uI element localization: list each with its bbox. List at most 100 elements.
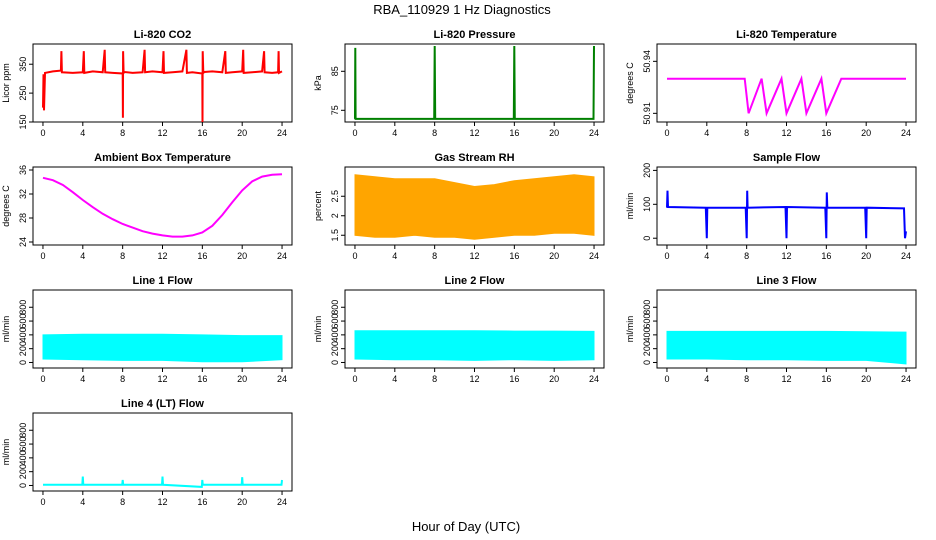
panel-10: Line 4 (LT) Flow ml/min 0 4 8 12 16 20 24 0 200400… [1, 398, 293, 507]
y-tick-label: 100 [642, 197, 652, 212]
x-tick-label: 12 [781, 251, 791, 261]
y-tick-label: 400 [18, 327, 28, 342]
series-line-1 [354, 45, 595, 120]
series-band [42, 333, 283, 363]
x-tick-label: 16 [509, 251, 519, 261]
x-tick-label: 20 [861, 374, 871, 384]
x-tick-label: 8 [432, 251, 437, 261]
x-tick-label: 24 [901, 251, 911, 261]
x-tick-label: 8 [744, 251, 749, 261]
y-tick-label: 75 [330, 105, 340, 115]
y-tick-label: 200 [330, 341, 340, 356]
y-axis-label: Licor ppm [1, 63, 11, 103]
x-tick-label: 0 [664, 374, 669, 384]
panel-title: Line 2 Flow [445, 275, 505, 287]
y-tick-label: 50.91 [642, 102, 652, 125]
x-tick-label: 0 [664, 251, 669, 261]
x-tick-label: 16 [509, 374, 519, 384]
x-tick-label: 24 [589, 128, 599, 138]
y-tick-label: 24 [18, 237, 28, 247]
x-tick-label: 4 [80, 128, 85, 138]
x-tick-label: 16 [821, 251, 831, 261]
y-tick-label: 400 [18, 450, 28, 465]
panel-1: Li-820 CO2 Licor ppm 0 4 8 12 16 20 24 150 250 350 [1, 29, 293, 138]
y-tick-label: 0 [642, 236, 652, 241]
y-tick-label: 800 [18, 423, 28, 438]
x-tick-label: 0 [40, 374, 45, 384]
y-axis-label: ml/min [313, 316, 323, 343]
panel-3: Li-820 Temperature degrees C 0 4 8 12 16 20 24 50… [625, 29, 917, 138]
x-tick-label: 24 [277, 128, 287, 138]
y-tick-label: 200 [642, 163, 652, 178]
x-tick-label: 8 [744, 128, 749, 138]
x-tick-label: 12 [781, 128, 791, 138]
x-tick-label: 24 [277, 374, 287, 384]
x-tick-label: 16 [197, 374, 207, 384]
x-tick-label: 16 [509, 128, 519, 138]
x-tick-label: 12 [469, 251, 479, 261]
series-line-1 [43, 476, 283, 488]
y-tick-label: 400 [642, 327, 652, 342]
x-tick-label: 12 [469, 128, 479, 138]
y-tick-label: 50.94 [642, 50, 652, 73]
x-tick-label: 8 [120, 251, 125, 261]
panel-title: Gas Stream RH [434, 152, 514, 164]
y-tick-label: 0 [18, 360, 28, 365]
x-tick-label: 20 [549, 374, 559, 384]
y-tick-label: 600 [18, 314, 28, 329]
x-tick-label: 24 [277, 497, 287, 507]
y-tick-label: 85 [330, 66, 340, 76]
panel-5: Gas Stream RH percent 0 4 8 12 16 20 24 1.5 2 2.5 [313, 152, 605, 261]
y-tick-label: 200 [18, 464, 28, 479]
x-tick-label: 0 [40, 251, 45, 261]
y-tick-label: 600 [330, 314, 340, 329]
y-axis-label: degrees C [1, 185, 11, 227]
x-tick-label: 0 [352, 374, 357, 384]
x-tick-label: 20 [237, 497, 247, 507]
y-tick-label: 200 [642, 341, 652, 356]
x-tick-label: 24 [589, 251, 599, 261]
series-band [354, 174, 595, 240]
x-tick-label: 8 [120, 128, 125, 138]
panel-title: Li-820 Pressure [434, 29, 516, 41]
x-tick-label: 24 [589, 374, 599, 384]
x-tick-label: 24 [901, 374, 911, 384]
x-tick-label: 12 [157, 374, 167, 384]
x-tick-label: 0 [352, 128, 357, 138]
y-tick-label: 2 [330, 213, 340, 218]
x-tick-label: 4 [392, 251, 397, 261]
panel-2: Li-820 Pressure kPa 0 4 8 12 16 20 24 75 85 [313, 29, 605, 138]
x-tick-label: 8 [432, 128, 437, 138]
x-tick-label: 8 [120, 497, 125, 507]
x-tick-label: 4 [392, 374, 397, 384]
x-tick-label: 4 [392, 128, 397, 138]
x-tick-label: 12 [469, 374, 479, 384]
x-tick-label: 16 [821, 374, 831, 384]
x-tick-label: 4 [80, 251, 85, 261]
x-tick-label: 0 [40, 497, 45, 507]
x-tick-label: 16 [197, 497, 207, 507]
series-band [354, 330, 595, 361]
series-line-1 [666, 190, 907, 239]
series-band [666, 330, 907, 365]
series-line-1 [42, 49, 283, 123]
figure-title: RBA_110929 1 Hz Diagnostics [373, 2, 551, 17]
plot-frame [32, 166, 293, 246]
x-tick-label: 20 [549, 251, 559, 261]
y-tick-label: 0 [18, 483, 28, 488]
y-axis-label: percent [313, 190, 323, 221]
y-tick-label: 36 [18, 165, 28, 175]
x-tick-label: 0 [352, 251, 357, 261]
y-axis-label: ml/min [625, 193, 635, 220]
y-axis-label: degrees C [625, 62, 635, 104]
x-tick-label: 8 [432, 374, 437, 384]
x-tick-label: 12 [157, 497, 167, 507]
x-tick-label: 8 [744, 374, 749, 384]
y-tick-label: 400 [330, 327, 340, 342]
y-tick-label: 1.5 [330, 229, 340, 242]
panel-title: Li-820 CO2 [134, 29, 191, 41]
panel-7: Line 1 Flow ml/min 0 4 8 12 16 20 24 0 20040060080… [1, 275, 293, 384]
x-tick-label: 4 [80, 374, 85, 384]
y-tick-label: 800 [18, 300, 28, 315]
